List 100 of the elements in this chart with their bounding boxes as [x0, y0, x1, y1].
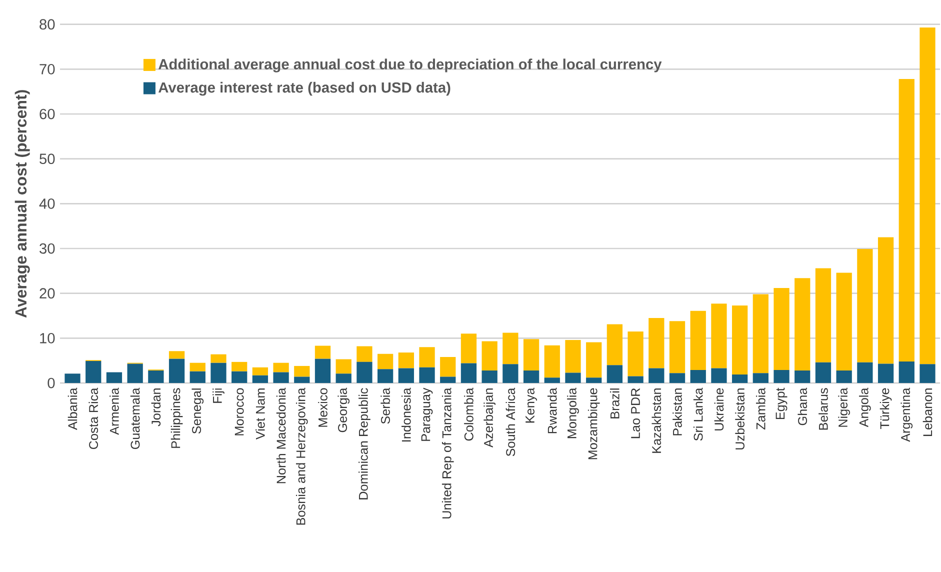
bar: [127, 364, 143, 383]
x-tick-label: South Africa: [506, 388, 516, 456]
bar: [565, 372, 581, 383]
bar: [711, 304, 727, 368]
bar: [356, 346, 372, 362]
bar: [774, 370, 790, 383]
x-tick-label: United Rep of Tanzania: [442, 388, 454, 518]
bar: [168, 358, 185, 383]
bar: [857, 248, 873, 362]
y-tick-label: 0: [48, 378, 55, 388]
bar: [460, 363, 477, 383]
bar: [606, 365, 623, 383]
bar: [190, 371, 206, 383]
x-tick-label: Albania: [68, 388, 78, 430]
bar: [669, 321, 686, 374]
x-tick-label: Ukraine: [714, 388, 724, 430]
bar: [794, 278, 810, 370]
bar: [210, 362, 226, 383]
bar: [648, 368, 664, 383]
bar: [419, 347, 435, 368]
bar: [544, 345, 560, 378]
bar: [586, 378, 602, 383]
x-tick-label: Armenia: [110, 388, 119, 435]
bar: [232, 371, 248, 383]
x-tick-label: Kenya: [526, 388, 537, 423]
bar: [732, 305, 748, 374]
bar: [836, 370, 852, 383]
bar: [523, 339, 540, 370]
y-tick-label: 10: [40, 332, 55, 344]
bar: [252, 375, 268, 383]
bar: [377, 369, 394, 383]
bar: [314, 346, 331, 359]
bar: [628, 331, 644, 376]
bar: [920, 27, 936, 364]
bar: [690, 370, 706, 383]
x-tick-label: Kazakhstan: [652, 388, 662, 453]
bar: [148, 370, 164, 383]
bar: [336, 374, 352, 383]
x-tick-label: Dominican Republic: [358, 388, 370, 500]
x-tick-label: Ghana: [798, 388, 808, 426]
x-tick-label: Lebanon: [922, 388, 932, 436]
bar: [294, 366, 310, 377]
bar: [502, 332, 518, 364]
x-tick-label: Egypt: [776, 388, 788, 420]
x-tick-label: Bosnia and Herzegovina: [296, 388, 308, 525]
x-tick-label: Georgia: [338, 388, 350, 432]
x-tick-label: Sri Lanka: [693, 388, 703, 441]
bar: [314, 358, 331, 383]
x-tick-label: Senegal: [192, 388, 204, 434]
bar: [815, 268, 832, 362]
x-tick-label: Belarus: [818, 388, 828, 430]
bar: [294, 376, 310, 383]
x-tick-label: Jordan: [151, 388, 161, 426]
x-tick-label: Guatemala: [130, 388, 140, 450]
bar: [648, 318, 664, 368]
bar: [669, 373, 686, 383]
x-tick-label: Philippines: [170, 388, 183, 448]
y-axis-title: Average annual cost (percent): [14, 90, 30, 318]
y-tick-label: 20: [40, 288, 55, 299]
bar: [898, 361, 914, 383]
y-tick-label: 70: [40, 64, 55, 74]
bar: [168, 351, 185, 359]
x-tick-label: Mongolia: [567, 388, 579, 438]
bar: [398, 368, 414, 383]
bar: [482, 370, 498, 383]
bar: [64, 374, 80, 383]
bar: [565, 340, 581, 373]
bar: [878, 237, 894, 364]
bar: [273, 372, 289, 383]
x-tick-label: Morocco: [234, 388, 244, 436]
bar: [711, 368, 727, 383]
x-tick-label: Zambia: [756, 388, 766, 430]
x-tick-label: Nigeria: [838, 388, 850, 427]
y-tick-label: 40: [39, 198, 55, 209]
bar: [190, 362, 206, 372]
bar: [898, 79, 914, 362]
bar: [794, 370, 810, 383]
x-tick-label: Paraguay: [421, 388, 433, 441]
legend-label: Additional average annual cost due to depreciation of the local currency: [158, 58, 662, 72]
y-tick-label: 50: [40, 154, 55, 164]
x-tick-label: Viet Nam: [256, 388, 265, 440]
y-tick-label: 60: [40, 108, 55, 120]
bar: [377, 354, 394, 370]
x-tick-label: Indonesia: [402, 388, 411, 442]
bar: [482, 341, 498, 370]
bar: [606, 324, 623, 366]
bar: [232, 362, 248, 372]
x-tick-label: Costa Rica: [88, 388, 98, 450]
bar: [336, 359, 352, 374]
bar: [398, 352, 414, 368]
x-tick-label: Brazil: [610, 388, 620, 418]
bar: [273, 362, 289, 372]
x-tick-label: Rwanda: [547, 388, 557, 434]
bar: [586, 342, 602, 378]
bar: [440, 376, 456, 383]
bar: [440, 357, 456, 377]
bar: [419, 367, 435, 383]
y-tick-label: 30: [40, 243, 55, 254]
x-tick-label: Mexico: [318, 388, 328, 427]
bar: [460, 334, 477, 364]
